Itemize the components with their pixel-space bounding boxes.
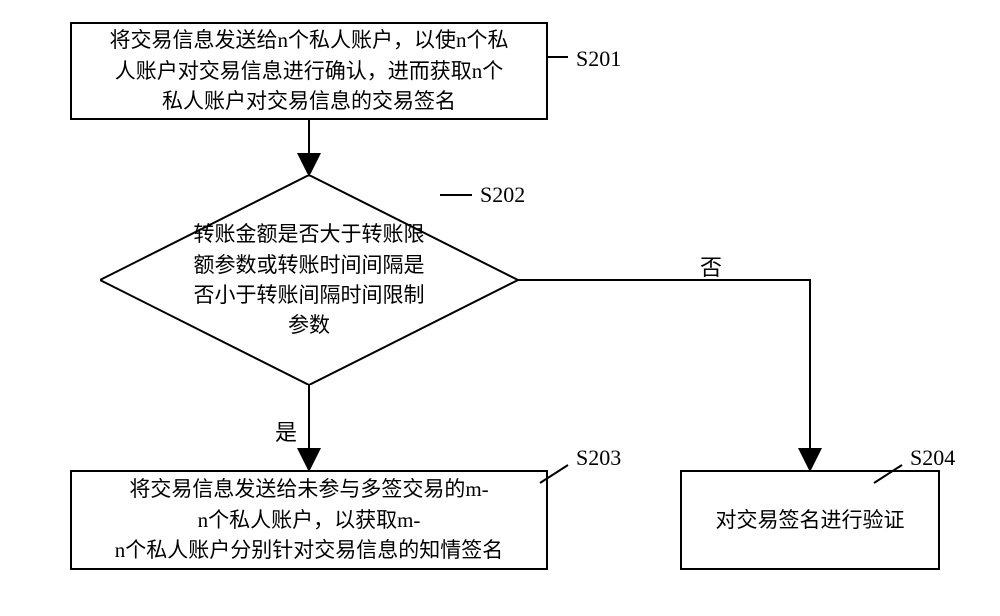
node-s203: 将交易信息发送给未参与多签交易的m-n个私人账户，以获取m-n个私人账户分别针对… [70,470,548,570]
node-s204: 对交易签名进行验证 [680,470,940,570]
node-s202: 转账金额是否大于转账限额参数或转账时间间隔是否小于转账间隔时间限制参数 [100,175,518,385]
label-s204: S204 [910,445,955,471]
label-s202-text: S202 [480,182,525,207]
label-s203-text: S203 [576,445,621,470]
node-s203-text: 将交易信息发送给未参与多签交易的m-n个私人账户，以获取m-n个私人账户分别针对… [115,474,504,565]
edge-no-text: 否 [700,255,722,280]
label-s203: S203 [576,445,621,471]
node-s201: 将交易信息发送给n个私人账户，以使n个私人账户对交易信息进行确认，进而获取n个私… [70,22,548,120]
edge-label-yes: 是 [275,415,297,447]
edge-yes-text: 是 [275,420,297,445]
label-s204-text: S204 [910,445,955,470]
label-s202: S202 [480,182,525,208]
label-s201: S201 [576,46,621,72]
edge-label-no: 否 [700,250,722,282]
node-s202-text: 转账金额是否大于转账限额参数或转账时间间隔是否小于转账间隔时间限制参数 [194,219,425,341]
node-s204-text: 对交易签名进行验证 [716,505,905,535]
label-s201-text: S201 [576,46,621,71]
node-s201-text: 将交易信息发送给n个私人账户，以使n个私人账户对交易信息进行确认，进而获取n个私… [110,25,509,116]
